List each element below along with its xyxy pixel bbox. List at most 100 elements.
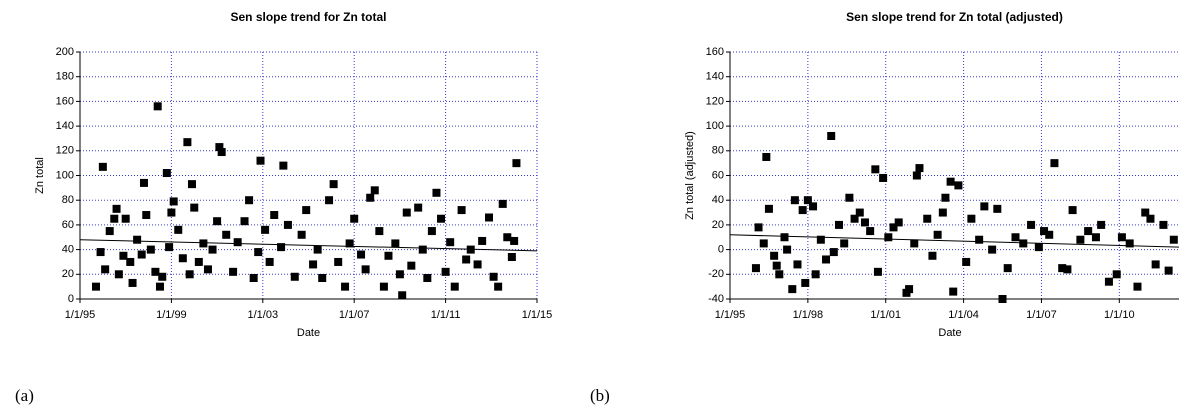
- data-point: [395, 270, 404, 279]
- data-point: [105, 227, 114, 236]
- data-point: [967, 214, 976, 223]
- y-tick-label: 60: [712, 169, 724, 181]
- data-point: [366, 193, 375, 202]
- trend-line: [79, 239, 538, 252]
- data-point: [407, 261, 416, 270]
- data-point: [1104, 277, 1113, 286]
- data-point: [391, 239, 400, 248]
- data-point: [1151, 260, 1160, 269]
- data-point: [112, 204, 121, 213]
- data-point: [941, 193, 950, 202]
- data-point: [494, 282, 503, 291]
- data-point: [860, 218, 869, 227]
- data-point: [751, 264, 760, 273]
- y-tick-label: 120: [56, 145, 74, 157]
- x-tick-label: 1/1/95: [65, 309, 96, 321]
- data-point: [457, 206, 466, 215]
- y-tick-label: 20: [712, 219, 724, 231]
- x-axis-label: Date: [938, 327, 961, 339]
- data-point: [512, 159, 521, 168]
- data-point: [427, 227, 436, 236]
- x-tick-label: 1/1/07: [1026, 309, 1057, 321]
- data-point: [418, 245, 427, 254]
- x-tick-label: 1/1/95: [715, 309, 746, 321]
- data-point: [297, 230, 306, 239]
- data-point: [203, 265, 212, 274]
- data-point: [962, 257, 971, 266]
- data-point: [905, 285, 914, 294]
- data-point: [783, 245, 792, 254]
- data-point: [341, 282, 350, 291]
- data-point: [473, 260, 482, 269]
- data-point: [1050, 159, 1059, 168]
- caption: (a): [15, 386, 34, 405]
- data-point: [91, 282, 100, 291]
- data-point: [975, 235, 984, 244]
- data-point: [261, 225, 270, 234]
- data-point: [912, 171, 921, 180]
- data-point: [155, 282, 164, 291]
- data-point: [313, 245, 322, 254]
- data-point: [153, 102, 162, 111]
- data-point: [437, 214, 446, 223]
- data-point: [938, 208, 947, 217]
- data-point: [811, 270, 820, 279]
- data-point: [998, 295, 1007, 303]
- data-point: [1034, 243, 1043, 252]
- y-tick-label: 80: [62, 194, 74, 206]
- data-point: [1019, 239, 1028, 248]
- data-point: [866, 227, 875, 236]
- data-point: [133, 235, 142, 244]
- data-point: [402, 208, 411, 217]
- y-tick-label: 0: [68, 293, 74, 305]
- data-point: [873, 267, 882, 276]
- y-tick-label: 40: [62, 244, 74, 256]
- data-point: [1146, 214, 1155, 223]
- data-point: [1169, 235, 1178, 244]
- y-tick-label: 100: [56, 169, 74, 181]
- data-point: [256, 156, 265, 165]
- data-point: [954, 181, 963, 190]
- data-point: [384, 251, 393, 260]
- x-tick-label: 1/1/07: [339, 309, 370, 321]
- data-point: [283, 220, 292, 229]
- x-tick-label: 1/1/11: [431, 309, 461, 321]
- data-point: [949, 287, 958, 296]
- y-axis-label: Zn total: [34, 157, 46, 194]
- data-point: [441, 267, 450, 276]
- data-point: [790, 196, 799, 205]
- data-point: [146, 245, 155, 254]
- data-point: [194, 257, 203, 266]
- data-point: [254, 248, 263, 257]
- x-tick-label: 1/1/04: [948, 309, 979, 321]
- data-point: [110, 214, 119, 223]
- data-point: [498, 199, 507, 208]
- data-point: [414, 203, 423, 212]
- data-point: [928, 251, 937, 260]
- data-point: [1159, 220, 1168, 229]
- y-tick-label: 160: [56, 95, 74, 107]
- data-point: [208, 245, 217, 254]
- x-tick-label: 1/1/15: [522, 309, 553, 321]
- data-point: [169, 197, 178, 206]
- data-point: [249, 274, 258, 283]
- data-point: [879, 173, 888, 182]
- data-point: [775, 270, 784, 279]
- y-tick-label: 140: [706, 71, 724, 83]
- data-point: [1084, 227, 1093, 236]
- data-point: [889, 223, 898, 232]
- data-point: [933, 230, 942, 239]
- data-point: [318, 274, 327, 283]
- caption: (b): [590, 386, 610, 405]
- data-point: [485, 213, 494, 222]
- data-point: [357, 250, 366, 259]
- data-point: [798, 206, 807, 215]
- x-tick-label: 1/1/01: [870, 309, 901, 321]
- data-point: [345, 239, 354, 248]
- y-tick-label: 180: [56, 71, 74, 83]
- y-tick-label: 80: [712, 145, 724, 157]
- data-point: [187, 180, 196, 189]
- y-tick-label: 120: [706, 95, 724, 107]
- data-point: [213, 217, 222, 226]
